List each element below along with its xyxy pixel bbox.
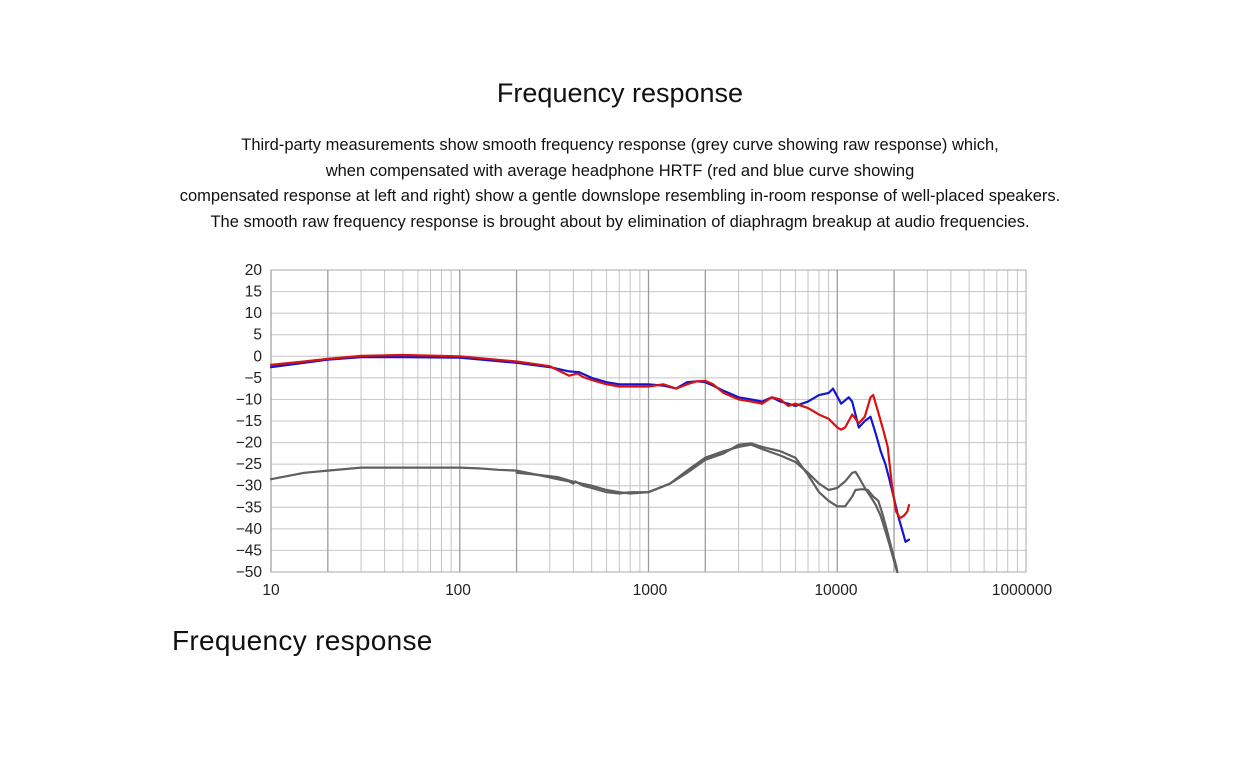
description: Third-party measurements show smooth fre… bbox=[120, 133, 1120, 235]
description-line-4: The smooth raw frequency response is bro… bbox=[210, 212, 1030, 231]
y-tick-label: −25 bbox=[236, 456, 262, 473]
description-line-1: Third-party measurements show smooth fre… bbox=[241, 136, 999, 154]
chart-grid bbox=[270, 269, 1027, 573]
x-tick-label: 10000 bbox=[814, 582, 857, 599]
y-tick-label: −20 bbox=[236, 435, 263, 452]
description-line-3: compensated response at left and right) … bbox=[179, 187, 1061, 205]
y-tick-label: −15 bbox=[236, 413, 262, 430]
y-tick-label: 10 bbox=[245, 305, 263, 322]
description-line-2: when compensated with average headphone … bbox=[325, 161, 915, 180]
y-tick-label: −45 bbox=[236, 542, 262, 559]
y-tick-label: −35 bbox=[236, 499, 262, 516]
series-line-3 bbox=[269, 443, 899, 574]
series-line-1 bbox=[269, 356, 911, 543]
x-tick-label: 100 bbox=[445, 582, 471, 599]
y-tick-label: −30 bbox=[236, 478, 263, 495]
y-tick-label: −40 bbox=[236, 521, 263, 538]
y-tick-label: −50 bbox=[236, 564, 263, 581]
x-tick-label: 10 bbox=[262, 582, 280, 599]
series-line-4 bbox=[515, 442, 899, 574]
y-tick-label: −10 bbox=[236, 391, 263, 408]
series-line-2 bbox=[269, 353, 911, 520]
chart-caption: Frequency response bbox=[172, 625, 433, 656]
page-title: Frequency response bbox=[496, 78, 744, 108]
plot-frame bbox=[270, 269, 1027, 573]
x-tick-label: 1000 bbox=[633, 582, 668, 599]
y-tick-label: 20 bbox=[245, 262, 263, 279]
chart-series bbox=[269, 353, 911, 574]
x-tick-label: 1000000 bbox=[992, 582, 1053, 599]
y-tick-label: 0 bbox=[253, 348, 262, 365]
y-tick-label: 5 bbox=[253, 327, 262, 344]
y-tick-label: 15 bbox=[245, 284, 262, 301]
y-tick-label: −5 bbox=[244, 370, 262, 387]
